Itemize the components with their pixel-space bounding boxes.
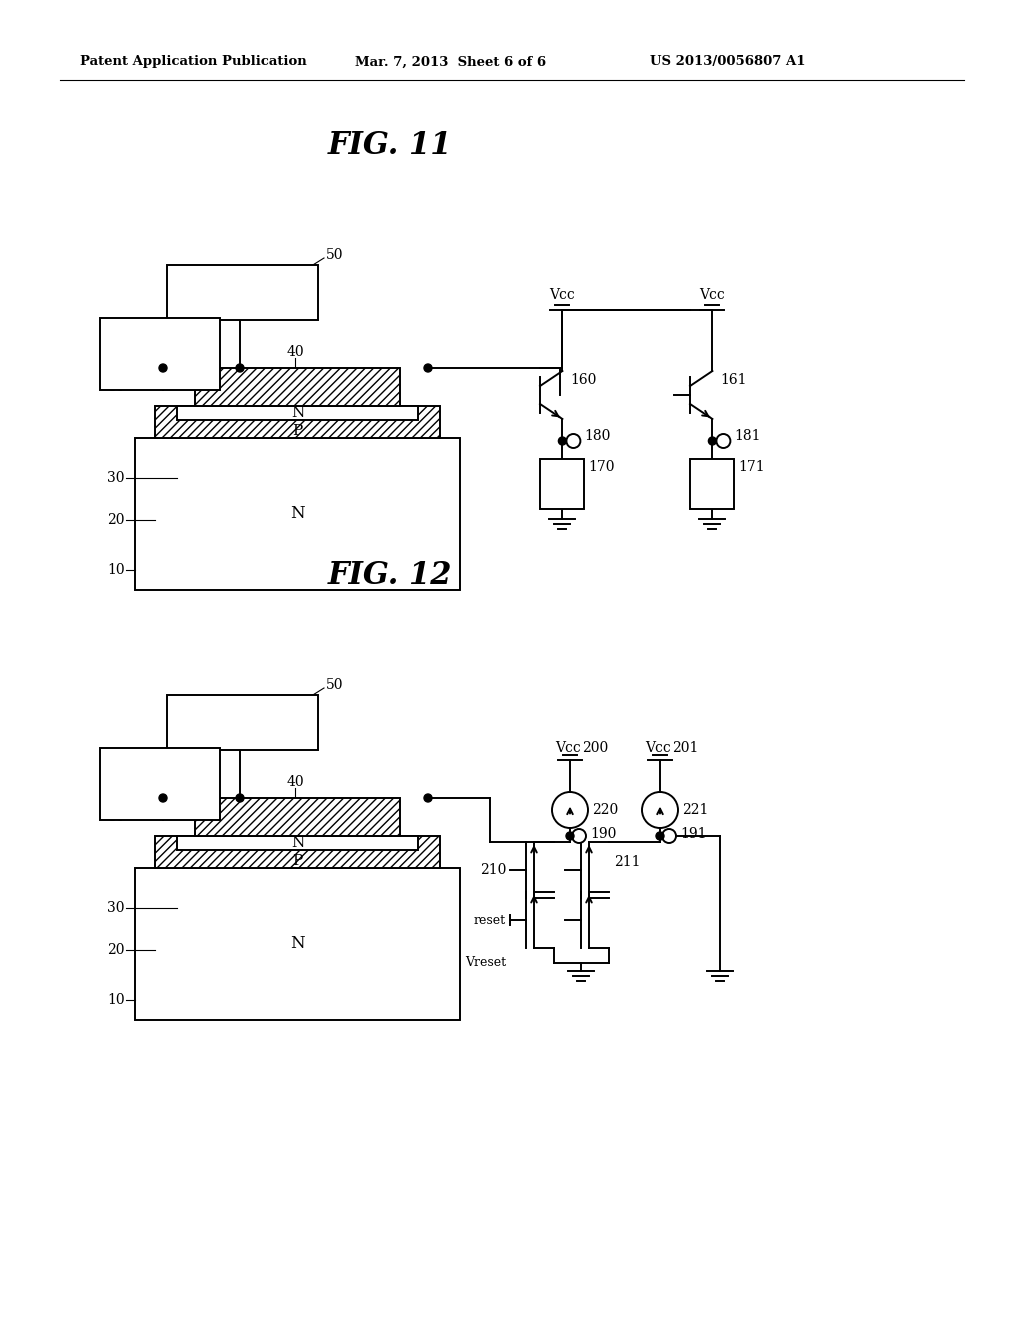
Bar [541,459,585,510]
Circle shape [709,437,717,445]
Bar [167,696,318,750]
Text: P: P [293,380,302,393]
Text: POTENTIAL
SUPPLYING
UNIT: POTENTIAL SUPPLYING UNIT [128,767,193,797]
Circle shape [236,795,244,803]
Text: 50: 50 [326,678,343,692]
Text: 201: 201 [672,741,698,755]
Text: 30: 30 [108,471,125,484]
Text: POTENTIAL
SUPPLYING UNIT: POTENTIAL SUPPLYING UNIT [195,281,291,300]
Circle shape [662,829,676,843]
Text: 30: 30 [108,902,125,915]
Text: Vcc: Vcc [550,288,575,302]
Text: 170: 170 [589,459,614,474]
Text: Z: Z [707,475,719,492]
Bar [195,799,400,836]
Circle shape [717,434,730,447]
Text: Vcc: Vcc [699,288,725,302]
Circle shape [558,437,566,445]
Text: P: P [293,424,303,438]
Circle shape [656,832,664,840]
Bar [135,869,460,1020]
Text: 210: 210 [479,863,506,876]
Text: 221: 221 [682,803,709,817]
Text: 10: 10 [108,564,125,577]
Text: 161: 161 [721,374,746,387]
Bar [177,836,418,850]
Circle shape [424,364,432,372]
Text: 190: 190 [590,828,616,841]
Bar [155,836,440,869]
Text: N: N [290,936,305,953]
Text: N: N [291,407,304,420]
Text: POTENTIAL
SUPPLYING
UNIT: POTENTIAL SUPPLYING UNIT [128,337,193,367]
Text: 40: 40 [286,345,304,359]
Text: FIG. 11: FIG. 11 [328,129,453,161]
Circle shape [236,364,244,372]
Text: P: P [293,810,302,824]
Text: 80: 80 [108,380,125,393]
Text: 200: 200 [582,741,608,755]
Text: POTENTIAL
SUPPLYING UNIT: POTENTIAL SUPPLYING UNIT [195,710,291,730]
Circle shape [552,792,588,828]
Text: 220: 220 [592,803,618,817]
Text: Patent Application Publication: Patent Application Publication [80,55,307,69]
Text: 50: 50 [326,248,343,261]
Bar [155,407,440,438]
Text: 10: 10 [108,993,125,1007]
Text: 160: 160 [570,374,597,387]
Bar [100,318,220,389]
Text: 191: 191 [680,828,707,841]
Text: 80: 80 [108,810,125,824]
Text: N: N [290,506,305,523]
Circle shape [642,792,678,828]
Text: 20: 20 [108,942,125,957]
Circle shape [159,795,167,803]
Bar [100,748,220,820]
Text: US 2013/0056807 A1: US 2013/0056807 A1 [650,55,806,69]
Bar [167,265,318,319]
Bar [135,438,460,590]
Text: N: N [291,836,304,850]
Text: Vcc: Vcc [645,741,671,755]
Text: Vreset: Vreset [465,957,506,969]
Circle shape [566,434,581,447]
Circle shape [424,795,432,803]
Text: Z: Z [556,475,568,492]
Bar [195,368,400,407]
Text: 20: 20 [108,513,125,527]
Circle shape [572,829,586,843]
Text: Mar. 7, 2013  Sheet 6 of 6: Mar. 7, 2013 Sheet 6 of 6 [355,55,546,69]
Circle shape [566,832,574,840]
Bar [690,459,734,510]
Text: reset: reset [474,913,506,927]
Bar [177,407,418,420]
Circle shape [159,364,167,372]
Text: 181: 181 [734,429,761,444]
Text: 40: 40 [286,775,304,789]
Text: 180: 180 [585,429,610,444]
Text: 211: 211 [614,855,640,869]
Text: Vcc: Vcc [555,741,581,755]
Text: FIG. 12: FIG. 12 [328,560,453,590]
Text: P: P [293,854,303,869]
Text: 171: 171 [738,459,765,474]
